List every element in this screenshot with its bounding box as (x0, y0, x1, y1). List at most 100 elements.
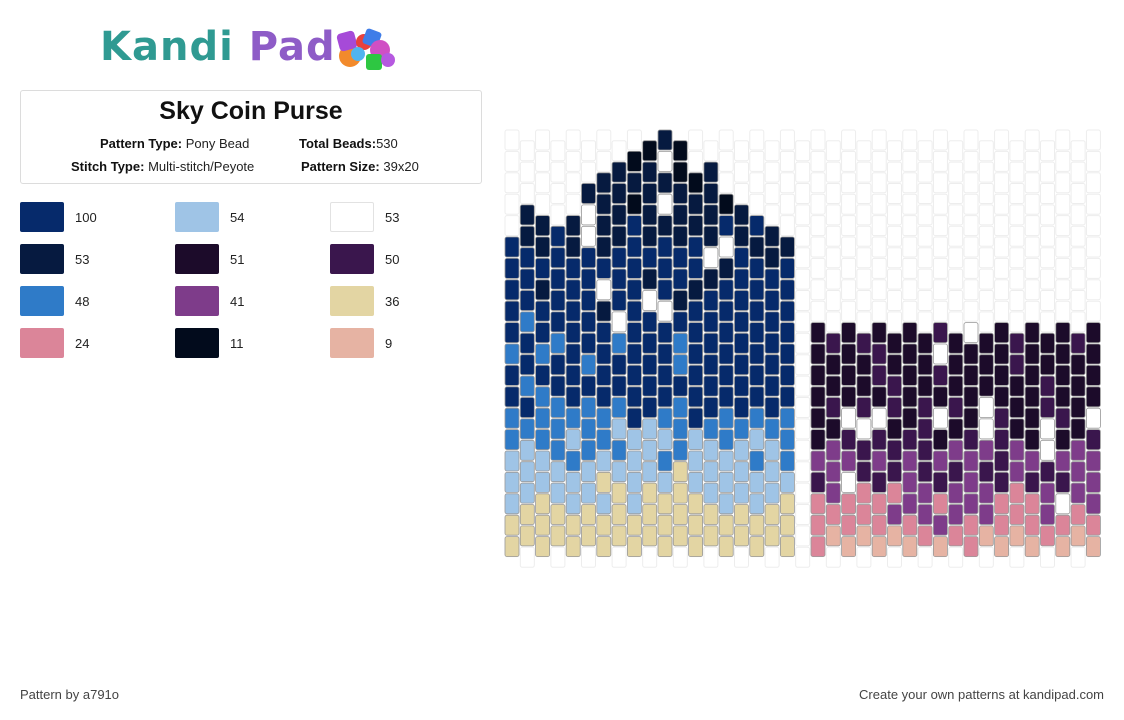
bead (734, 311, 749, 333)
bead (887, 332, 902, 354)
bead (810, 279, 826, 301)
bead (841, 236, 857, 258)
bead (1070, 354, 1086, 376)
bead (627, 279, 642, 301)
bead (504, 129, 520, 151)
bead (627, 150, 642, 172)
bead (672, 439, 688, 461)
bead (504, 150, 520, 172)
bead (1055, 471, 1071, 493)
bead (978, 439, 994, 461)
kandipad-link[interactable]: Create your own patterns at kandipad.com (859, 687, 1104, 702)
bead (917, 354, 933, 376)
bead (596, 407, 612, 429)
bead (779, 514, 795, 536)
bead (688, 429, 704, 451)
bead (1086, 514, 1101, 536)
bead (657, 450, 673, 472)
bead (963, 386, 979, 408)
bead (565, 493, 581, 515)
bead (1040, 375, 1055, 397)
bead (1009, 525, 1025, 547)
bead (1055, 236, 1071, 258)
bead (734, 525, 749, 547)
bead (779, 129, 795, 151)
bead (672, 161, 688, 183)
bead (764, 140, 780, 162)
bead (535, 364, 550, 386)
bead (948, 311, 964, 333)
bead (902, 257, 918, 279)
bead (810, 300, 826, 322)
bead (504, 343, 520, 365)
bead (1040, 482, 1055, 504)
bead (963, 150, 979, 172)
bead (1070, 140, 1086, 162)
bead (657, 471, 673, 493)
bead (627, 514, 642, 536)
bead (963, 129, 979, 151)
bead (734, 482, 749, 504)
bead (565, 322, 581, 344)
bead (504, 471, 520, 493)
bead (550, 397, 566, 418)
bead (779, 407, 795, 429)
bead (779, 172, 795, 194)
bead (565, 257, 581, 279)
bead (550, 311, 566, 333)
bead (581, 161, 596, 183)
bead (948, 268, 964, 290)
bead (978, 482, 994, 504)
bead (657, 386, 673, 408)
bead (978, 375, 994, 397)
bead (994, 129, 1010, 151)
bead (1024, 343, 1040, 365)
bead (565, 364, 581, 386)
bead (718, 450, 734, 472)
bead (749, 236, 765, 258)
bead (932, 300, 948, 322)
bead (504, 493, 520, 515)
bead (565, 536, 581, 558)
bead (749, 279, 765, 301)
bead (978, 546, 994, 568)
bead (535, 493, 550, 515)
bead (779, 215, 795, 237)
bead (749, 536, 765, 558)
bead (703, 140, 719, 162)
bead (841, 172, 857, 194)
bead (902, 236, 918, 258)
bead (825, 397, 841, 418)
bead (841, 364, 857, 386)
bead (887, 290, 902, 311)
bead (871, 386, 887, 408)
bead (519, 525, 535, 547)
kandipad-logo[interactable]: Kandi Pad (100, 24, 410, 76)
bead (718, 322, 734, 344)
bead (627, 450, 642, 472)
bead (519, 161, 535, 183)
bead (856, 290, 872, 311)
bead (856, 397, 872, 418)
bead (657, 429, 673, 451)
bead (688, 257, 704, 279)
bead (902, 150, 918, 172)
bead (550, 247, 566, 269)
bead (902, 193, 918, 215)
bead (1085, 300, 1101, 322)
bead (550, 504, 566, 525)
bead (565, 215, 581, 236)
bead (963, 172, 979, 194)
bead (657, 193, 673, 215)
bead (779, 343, 795, 365)
bead (887, 525, 902, 547)
bead (841, 215, 857, 237)
bead (963, 236, 979, 258)
bead (1085, 279, 1101, 301)
bead (779, 257, 795, 279)
bead (978, 397, 994, 418)
bead (672, 504, 688, 525)
bead (978, 504, 994, 525)
bead (550, 461, 566, 483)
bead (1070, 183, 1086, 204)
